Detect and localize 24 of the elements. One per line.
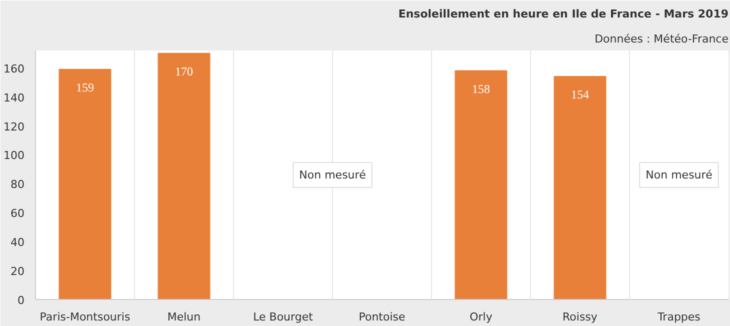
y-tick-label: 80 [10, 178, 25, 192]
data-label: 158 [472, 82, 490, 96]
y-tick-label: 0 [18, 294, 24, 307]
x-tick-label: Orly [470, 310, 493, 324]
y-tick-label: 100 [4, 149, 25, 162]
y-tick-label: 60 [10, 207, 25, 220]
chart-title: Ensoleillement en heure en Ile de France - Mars 2019 [398, 8, 728, 20]
data-label: 170 [175, 64, 193, 78]
y-tick-label: 140 [4, 91, 25, 104]
x-tick-label: Pontoise [358, 310, 406, 324]
x-tick-label: Paris-Montsouris [40, 310, 130, 324]
y-tick-label: 20 [10, 265, 25, 278]
data-label: 154 [571, 88, 589, 102]
y-tick-label: 40 [10, 236, 25, 250]
x-tick-label: Trappes [656, 310, 701, 324]
x-tick-label: Le Bourget [253, 310, 314, 324]
annotation: Non mesuré [299, 168, 366, 182]
x-tick-label: Melun [167, 310, 201, 324]
chart-subtitle: Données : Météo-France [594, 32, 729, 46]
annotation: Non mesuré [646, 168, 713, 182]
x-tick-label: Roissy [562, 310, 598, 324]
data-label: 159 [76, 80, 94, 94]
y-tick-label: 160 [4, 62, 25, 76]
y-tick-label: 120 [4, 120, 25, 134]
